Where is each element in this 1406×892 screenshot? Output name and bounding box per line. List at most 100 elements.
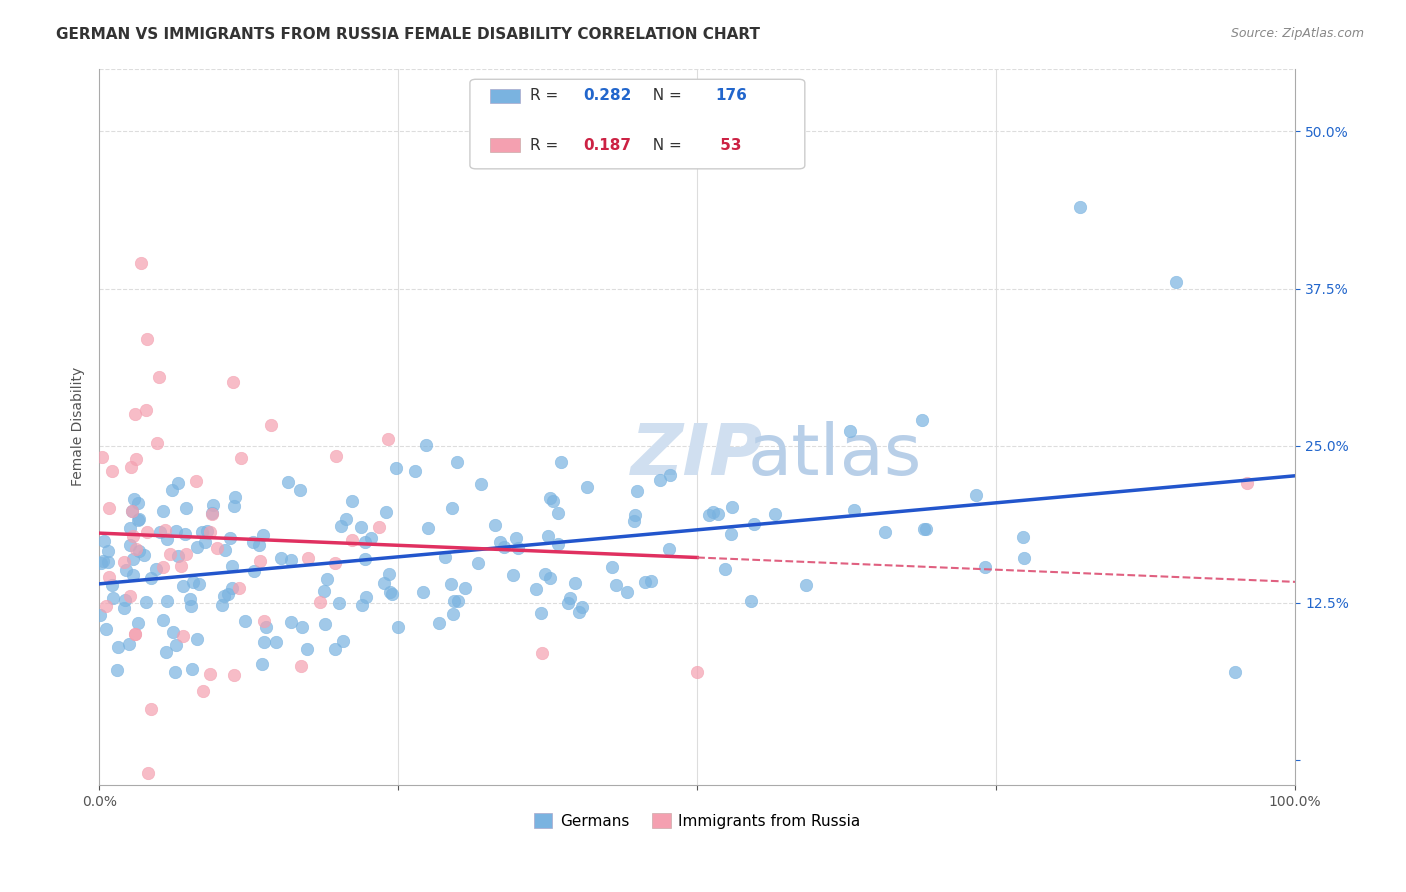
Point <box>121 503 143 517</box>
Point <box>534 567 557 582</box>
Point <box>640 574 662 589</box>
Text: 0.187: 0.187 <box>583 137 631 153</box>
Point <box>122 529 145 543</box>
Point <box>93 533 115 548</box>
Point <box>538 571 561 585</box>
Point <box>380 584 402 599</box>
Point <box>443 594 465 608</box>
Point <box>697 508 720 522</box>
Text: ZIP: ZIP <box>631 421 763 490</box>
Point <box>325 449 347 463</box>
Point <box>427 615 450 630</box>
Point <box>446 455 468 469</box>
Point <box>115 563 138 577</box>
Point <box>702 505 724 519</box>
Point <box>166 549 188 564</box>
Point <box>94 622 117 636</box>
Point <box>314 617 336 632</box>
Point <box>434 550 457 565</box>
Point <box>502 568 524 582</box>
Point <box>179 591 201 606</box>
Point <box>568 605 591 619</box>
Point <box>353 535 375 549</box>
Point <box>221 559 243 574</box>
Point <box>229 451 252 466</box>
Point <box>169 559 191 574</box>
Point <box>742 517 765 532</box>
Text: atlas: atlas <box>748 421 922 490</box>
Point <box>160 483 183 498</box>
Point <box>1012 551 1035 566</box>
Point <box>290 659 312 673</box>
Point <box>873 525 896 540</box>
Point <box>332 634 354 648</box>
Point <box>194 535 217 549</box>
Text: R =: R = <box>530 88 562 103</box>
Point <box>505 531 527 545</box>
Point <box>912 522 935 536</box>
Bar <box>491 88 520 103</box>
Point <box>128 512 150 526</box>
Point <box>120 520 142 534</box>
Point <box>191 684 214 698</box>
Point <box>172 579 194 593</box>
Point <box>128 543 150 558</box>
Point <box>440 577 463 591</box>
Point <box>350 519 373 533</box>
Point <box>127 496 149 510</box>
Point <box>152 504 174 518</box>
Point <box>156 532 179 546</box>
Point <box>94 599 117 613</box>
Text: 176: 176 <box>716 88 747 103</box>
Point <box>763 508 786 522</box>
Point <box>312 583 335 598</box>
Point <box>659 468 682 483</box>
Point <box>264 634 287 648</box>
Point <box>714 562 737 576</box>
Point <box>374 505 396 519</box>
Point <box>103 591 125 606</box>
Point <box>186 632 208 647</box>
Point <box>658 541 681 556</box>
Point <box>163 665 186 679</box>
Point <box>1225 665 1247 679</box>
Point <box>228 581 250 595</box>
Point <box>277 475 299 490</box>
Point <box>201 498 224 512</box>
Point <box>965 488 987 502</box>
Point <box>211 598 233 612</box>
Point <box>367 520 389 534</box>
Point <box>243 564 266 578</box>
Point <box>564 576 586 591</box>
Point <box>125 451 148 466</box>
Text: N =: N = <box>644 137 688 153</box>
Point <box>200 506 222 520</box>
Point <box>184 474 207 488</box>
Point <box>524 582 547 596</box>
Point <box>1236 476 1258 491</box>
Point <box>550 454 572 468</box>
Point <box>191 524 214 539</box>
Point <box>335 512 357 526</box>
Point <box>373 575 395 590</box>
Point <box>360 531 382 545</box>
Bar <box>491 138 520 153</box>
Point <box>136 332 159 346</box>
Point <box>297 551 319 566</box>
Point <box>616 585 638 599</box>
Point <box>98 570 121 584</box>
Point <box>222 375 245 389</box>
Point <box>252 528 274 542</box>
Point <box>224 490 246 504</box>
Point <box>120 538 142 552</box>
Point <box>470 477 492 491</box>
Point <box>1069 200 1091 214</box>
Point <box>186 540 208 554</box>
Point <box>416 521 439 535</box>
Point <box>350 598 373 612</box>
Point <box>354 551 377 566</box>
Point <box>141 571 163 585</box>
Point <box>634 574 657 589</box>
Point <box>174 500 197 515</box>
Point <box>174 547 197 561</box>
